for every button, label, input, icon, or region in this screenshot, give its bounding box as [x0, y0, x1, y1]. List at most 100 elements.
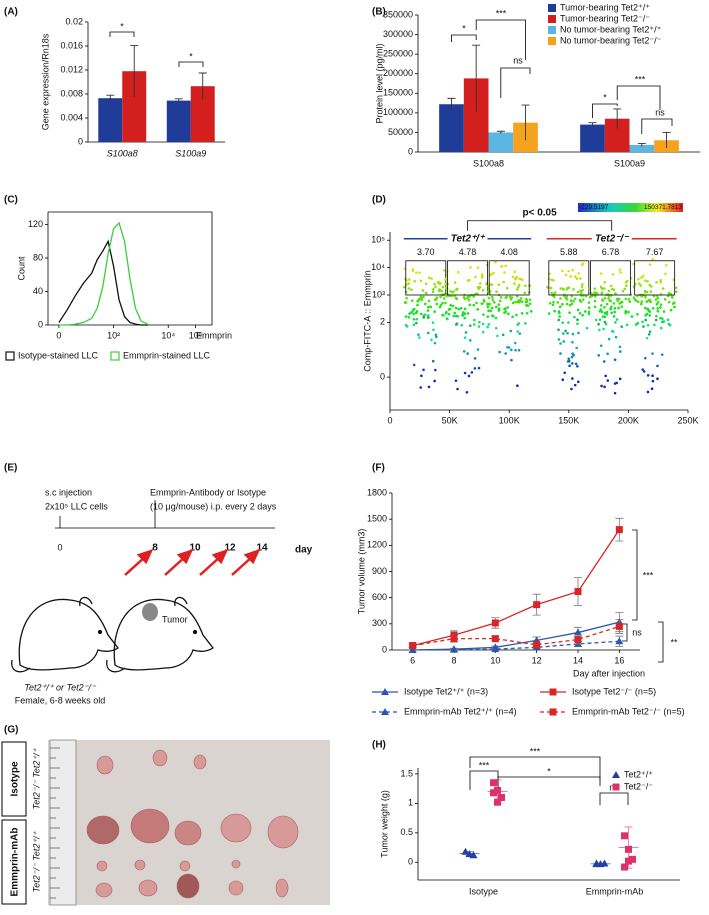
data-point	[450, 635, 458, 643]
event-dot	[655, 280, 658, 284]
event-dot	[613, 307, 617, 310]
event-dot	[668, 323, 672, 327]
event-dot	[580, 263, 584, 267]
event-dot	[427, 299, 431, 303]
event-dot	[603, 305, 606, 309]
event-dot	[602, 287, 606, 290]
event-dot	[517, 348, 521, 352]
event-dot	[573, 275, 577, 278]
event-dot	[415, 310, 419, 313]
event-dot	[407, 287, 411, 290]
significance-bracket	[616, 85, 661, 110]
event-dot	[570, 302, 574, 306]
x-tick-label: S100a8	[473, 158, 504, 168]
event-dot	[523, 291, 527, 295]
event-dot	[511, 301, 515, 305]
event-dot	[472, 323, 476, 326]
y-axis-label: Comp-FITC-A :: Emmprin	[362, 270, 372, 372]
event-dot	[572, 353, 576, 357]
gate	[488, 260, 530, 296]
event-dot	[504, 352, 507, 355]
event-dot	[605, 312, 609, 316]
y-tick-label: 10⁴	[371, 262, 385, 272]
gate	[590, 260, 631, 296]
event-dot	[452, 314, 455, 318]
event-dot	[442, 297, 446, 300]
event-dot	[612, 302, 616, 305]
significance-bracket	[641, 118, 673, 134]
frame	[48, 211, 213, 325]
event-dot	[600, 310, 604, 314]
event-dot	[647, 333, 651, 336]
event-dot	[579, 277, 582, 280]
event-dot	[430, 338, 433, 342]
event-dot	[573, 315, 576, 319]
event-dot	[463, 312, 467, 315]
event-dot	[581, 298, 585, 301]
legend-label: Emmprin-mAb Tet2⁻/⁻ (n=5)	[572, 706, 685, 716]
event-dot	[620, 305, 624, 308]
event-dot	[607, 289, 611, 293]
y-axis-label: Tumor volume (mm3)	[356, 529, 366, 615]
event-dot	[481, 322, 485, 326]
event-dot	[646, 323, 650, 327]
row-box	[1, 819, 27, 905]
event-dot	[636, 321, 640, 325]
legend-label: Isotype Tet2⁻/⁻ (n=5)	[572, 686, 656, 696]
data-point	[494, 798, 501, 806]
event-dot	[463, 316, 466, 320]
day-label: 0	[57, 542, 62, 552]
bar	[166, 100, 191, 142]
error-bar	[174, 98, 183, 103]
event-dot	[477, 366, 481, 370]
y-tick-label: 1	[408, 798, 413, 808]
significance-bracket	[109, 31, 135, 37]
event-dot	[451, 304, 455, 308]
x-tick-label: 16	[614, 655, 624, 665]
event-dot	[516, 294, 519, 298]
event-dot	[581, 313, 584, 317]
event-dot	[420, 374, 423, 378]
event-dot	[601, 315, 605, 318]
y-tick-label: 10⁵	[371, 235, 385, 245]
event-dot	[587, 310, 591, 314]
significance-bracket	[451, 34, 477, 42]
event-dot	[514, 277, 517, 281]
colorbar	[578, 203, 683, 212]
event-dot	[412, 363, 416, 367]
event-dot	[404, 323, 408, 327]
event-dot	[516, 330, 520, 333]
event-dot	[557, 310, 561, 313]
event-dot	[477, 325, 481, 328]
event-dot	[431, 321, 435, 324]
event-dot	[403, 301, 407, 304]
event-dot	[641, 368, 645, 371]
event-dot	[565, 297, 569, 301]
x-tick-label: 10⁵	[189, 330, 203, 340]
event-dot	[481, 330, 485, 334]
event-dot	[424, 282, 428, 286]
event-dot	[407, 315, 411, 319]
event-dot	[490, 295, 494, 299]
event-dot	[557, 318, 561, 322]
event-dot	[673, 305, 676, 309]
day-label: 10	[189, 543, 201, 554]
event-dot	[641, 274, 645, 278]
event-dot	[671, 296, 674, 299]
legend-marker	[612, 771, 620, 778]
event-dot	[634, 299, 638, 302]
event-dot	[568, 303, 572, 307]
bar	[98, 98, 123, 142]
event-dot	[468, 303, 472, 307]
legend-label: Tet2⁻/⁻	[624, 781, 653, 791]
legend-label: Tumor-bearing Tet2⁺/⁺	[560, 2, 650, 12]
gate	[447, 260, 488, 296]
event-dot	[528, 302, 532, 306]
event-dot	[476, 348, 480, 351]
event-dot	[656, 300, 660, 304]
y-axis-label: Gene expression/Rn18s	[40, 33, 50, 130]
error-bar	[613, 108, 622, 129]
significance-label: *	[120, 21, 124, 31]
event-dot	[466, 296, 469, 300]
event-dot	[494, 305, 498, 309]
